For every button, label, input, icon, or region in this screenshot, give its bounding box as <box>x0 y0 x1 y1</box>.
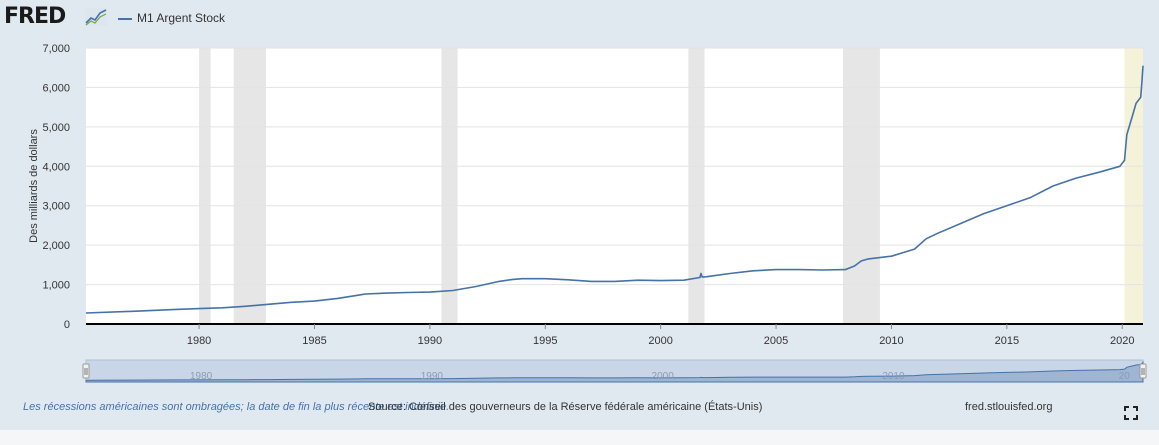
recession-note[interactable]: Les récessions américaines sont ombragée… <box>23 401 450 413</box>
series-line[interactable] <box>85 65 1144 314</box>
navigator-series <box>85 361 1144 383</box>
navigator-tick-label: 20 <box>1119 371 1131 382</box>
y-tick-label: 6,000 <box>42 82 70 94</box>
y-tick-label: 1,000 <box>42 280 70 292</box>
x-tick-label: 1995 <box>533 335 557 347</box>
line-chart-icon <box>85 8 107 26</box>
navigator-tick-label: 2010 <box>882 371 905 382</box>
x-tick-label: 2015 <box>995 335 1019 347</box>
x-tick-label: 1990 <box>418 335 442 347</box>
expand-icon[interactable] <box>1124 406 1138 420</box>
chart-svg[interactable]: 0 1,000 2,000 3,000 4,000 5,000 6,000 7,000 1980… <box>0 38 1159 388</box>
recession-band <box>842 48 880 324</box>
navigator-tick-label: 1980 <box>190 371 213 382</box>
y-tick-label: 7,000 <box>42 43 70 55</box>
x-tick-label: 1985 <box>302 335 326 347</box>
navigator-tick-label: 2000 <box>652 371 675 382</box>
y-axis-label: Des milliards de dollars <box>28 129 40 243</box>
source-note: Source: Conseil des gouverneurs de la Ré… <box>368 401 763 413</box>
recession-band <box>1124 48 1143 324</box>
x-tick-label: 2020 <box>1110 335 1134 347</box>
chart-legend[interactable]: M1 Argent Stock <box>118 11 225 25</box>
legend-line-marker <box>118 17 132 20</box>
navigator-handle[interactable] <box>82 363 90 379</box>
legend-series-label: M1 Argent Stock <box>137 11 226 25</box>
recession-band <box>199 48 211 324</box>
navigator-tick-label: 1990 <box>421 371 444 382</box>
y-tick-label: 2,000 <box>42 240 70 252</box>
recession-band <box>233 48 267 324</box>
x-tick-label: 2005 <box>764 335 788 347</box>
x-tick-label: 1980 <box>187 335 211 347</box>
site-link[interactable]: fred.stlouisfed.org <box>965 401 1053 413</box>
x-tick-label: 2010 <box>879 335 903 347</box>
y-tick-label: 5,000 <box>42 122 70 134</box>
bottom-toolbar-strip <box>0 430 1159 445</box>
navigator-handle[interactable] <box>1139 363 1147 379</box>
chart-header: FRED M1 Argent Stock <box>0 0 1159 40</box>
y-tick-label: 4,000 <box>42 161 70 173</box>
y-tick-label: 0 <box>64 319 70 331</box>
x-tick-label: 2000 <box>648 335 672 347</box>
y-tick-label: 3,000 <box>42 201 70 213</box>
recession-band <box>688 48 705 324</box>
recession-band <box>441 48 458 324</box>
fred-logo[interactable]: FRED <box>4 4 66 29</box>
